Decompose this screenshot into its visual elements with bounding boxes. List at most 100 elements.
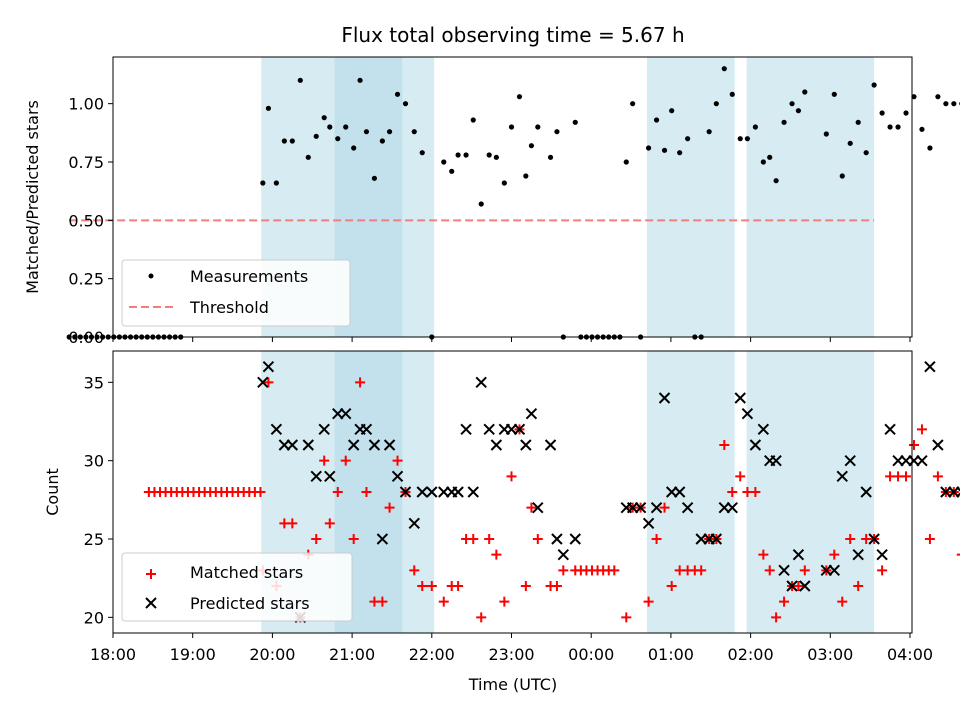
top-shaded-regions: [261, 57, 875, 337]
predicted-star-point: [634, 501, 647, 514]
measurement-point: [486, 152, 492, 158]
matched-star-point: [916, 424, 927, 435]
bottom-x-tick-label: 21:00: [329, 645, 375, 664]
matched-star-point: [484, 534, 495, 544]
measurement-point: [386, 129, 393, 135]
shaded-region-top-2: [646, 57, 735, 337]
top-legend-box: [121, 259, 351, 327]
predicted-star-point: [551, 533, 563, 545]
measurement-point: [77, 334, 83, 340]
bottom-y-tick-label: 20: [84, 608, 104, 627]
predicted-star-point: [383, 439, 396, 451]
predicted-star-point: [673, 486, 686, 498]
predicted-star-point: [792, 548, 805, 561]
matched-star-point: [651, 534, 662, 544]
bottom-x-tick-label: 23:00: [488, 645, 534, 664]
top-y-tick-label: 1.00: [68, 95, 104, 114]
predicted-star-point: [868, 533, 880, 545]
matched-star-point: [901, 471, 912, 482]
measurement-point: [363, 129, 370, 135]
shaded-region-top-1: [334, 57, 435, 337]
measurement-point: [516, 94, 523, 100]
measurement-point: [478, 201, 484, 207]
matched-star-point: [520, 581, 531, 591]
matched-star-point: [719, 440, 730, 450]
measurement-point: [863, 150, 869, 156]
measurement-point: [402, 101, 409, 107]
matched-star-point: [764, 565, 775, 576]
top-y-tick-label: 0.75: [68, 153, 104, 172]
measurement-point: [547, 154, 554, 160]
predicted-star-point: [681, 501, 694, 514]
predicted-star-point: [916, 454, 928, 467]
matched-star-point: [361, 487, 372, 497]
matched-star-point: [956, 553, 960, 556]
measurement-point: [919, 126, 925, 132]
predicted-star-point: [262, 360, 275, 373]
predicted-star-point: [426, 486, 438, 498]
matched-star-point: [426, 581, 437, 591]
matched-star-point: [355, 377, 366, 388]
measurement-point: [737, 136, 743, 142]
matched-star-point: [526, 502, 537, 513]
predicted-star-point: [544, 439, 557, 451]
measurements-legend-label: Measurements: [190, 267, 308, 286]
matched-star-point: [877, 565, 888, 576]
predicted-star-point: [360, 423, 373, 436]
measurement-point: [83, 334, 89, 340]
measurement-point: [281, 138, 287, 144]
predicted-star-point: [270, 423, 283, 436]
predicted-star-point: [734, 392, 746, 404]
shaded-region-bottom-2: [646, 351, 735, 633]
measurement-point: [313, 133, 319, 139]
measurement-point: [528, 143, 535, 149]
measurement-point: [371, 175, 378, 181]
matched-star-point: [377, 596, 388, 607]
predicted-star-point: [525, 407, 538, 420]
matched-star-point: [255, 487, 266, 497]
measurement-point: [781, 119, 787, 125]
matched-star-point: [263, 377, 274, 388]
measurement-point: [419, 150, 425, 156]
matched-star-point: [771, 612, 782, 623]
bottom-x-tick-label: 19:00: [170, 645, 216, 664]
predicted-star-point: [844, 454, 856, 467]
measurement-point: [879, 110, 885, 116]
measurement-point: [297, 77, 303, 83]
matched-legend-marker: [146, 569, 156, 579]
measurement-point: [305, 154, 311, 160]
bottom-legend-box: [121, 552, 353, 622]
matched-star-point: [438, 596, 449, 607]
chart-title: Flux total observing time = 5.67 h: [341, 23, 684, 47]
matched-star-point: [621, 612, 632, 623]
measurement-point: [653, 117, 660, 123]
matched-star-point: [924, 534, 935, 544]
matched-star-point: [659, 502, 670, 513]
matched-star-point: [793, 581, 804, 591]
predicted-star-point: [467, 486, 479, 498]
predicted-star-point: [257, 376, 269, 389]
measurement-point: [943, 101, 949, 107]
predicted-star-point: [376, 533, 389, 545]
measurement-point: [661, 147, 668, 153]
predicted-star-point: [650, 501, 663, 514]
matched-star-point: [845, 534, 856, 544]
top-x-ticks: [112, 337, 911, 342]
measurement-point: [729, 91, 735, 97]
measurement-point: [554, 129, 560, 135]
measurement-point: [508, 124, 515, 130]
measurement-point: [951, 101, 957, 107]
measurement-point: [72, 334, 78, 340]
matched-star-point: [499, 596, 510, 607]
predicted-star-point: [778, 564, 790, 577]
predicted-star-point: [318, 423, 330, 436]
matched-star-point: [558, 565, 569, 576]
measurement-point: [855, 119, 861, 125]
measurement-point: [411, 129, 417, 135]
matched-star-point: [392, 455, 403, 466]
predicted-star-point: [932, 439, 944, 451]
measurement-point: [752, 124, 758, 130]
matched-star-point: [829, 549, 840, 560]
measurement-point: [760, 159, 766, 165]
